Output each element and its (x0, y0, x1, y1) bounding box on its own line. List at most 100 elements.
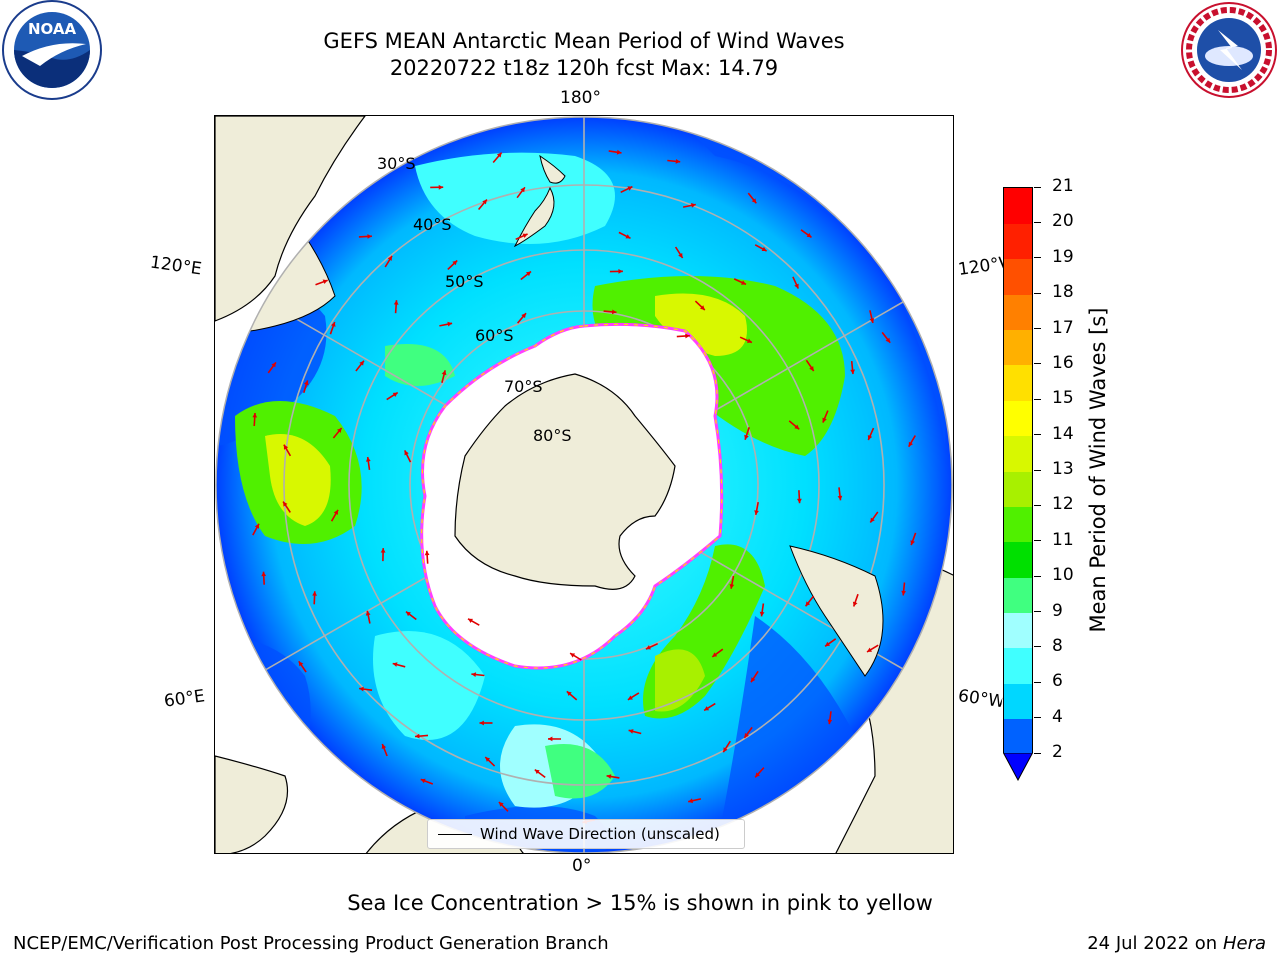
colorbar-tick-label: 10 (1052, 565, 1074, 586)
wave-direction-arrowhead (869, 318, 875, 323)
lat-label-80s: 80°S (533, 426, 572, 445)
colorbar-tick-label: 8 (1052, 635, 1063, 656)
wave-direction-arrowhead (685, 333, 690, 339)
wave-direction-arrowhead (312, 591, 317, 596)
wave-direction-arrowhead (688, 798, 693, 804)
wave-direction-arrowhead (627, 186, 633, 191)
wave-direction-arrowhead (741, 280, 746, 285)
lon-label-120e: 120°E (148, 252, 203, 280)
wave-direction-arrowhead (822, 417, 827, 423)
lat-label-60s: 60°S (475, 326, 514, 345)
wave-direction-arrowhead (809, 366, 814, 371)
colorbar-tick (1034, 221, 1041, 223)
colorbar-tick-label: 18 (1052, 282, 1074, 303)
wave-direction-arrowhead (628, 729, 634, 734)
wave-direction-arrowhead (333, 509, 338, 515)
colorbar-tick-label: 16 (1052, 352, 1074, 373)
colorbar-tick-label: 4 (1052, 706, 1063, 727)
colorbar-tick (1034, 363, 1041, 365)
lon-label-60w: 60°W (956, 686, 1004, 712)
wave-direction-arrowhead (611, 309, 617, 315)
wave-direction-arrowhead (283, 444, 289, 450)
wave-direction-arrowhead (751, 198, 757, 204)
colorbar-band (1004, 683, 1032, 720)
wave-direction-arrowhead (691, 203, 696, 208)
wave-direction-arrowhead (471, 672, 477, 677)
colorbar (1003, 187, 1033, 755)
wave-direction-arrowhead (805, 601, 811, 607)
colorbar-band (1004, 577, 1032, 613)
colorbar-band (1004, 647, 1032, 684)
wave-direction-arrowhead (618, 269, 623, 274)
wave-direction-arrowhead (381, 744, 387, 749)
wave-direction-arrowhead (387, 255, 392, 261)
colorbar-tick (1034, 504, 1041, 506)
colorbar-band (1004, 294, 1032, 330)
wave-direction-arrowhead (616, 149, 622, 155)
wave-direction-arrowhead (852, 601, 858, 607)
wave-direction-arrowhead (521, 313, 526, 319)
wave-direction-arrowhead (850, 369, 855, 375)
chart-title-line2: 20220722 t18z 120h fcst Max: 14.79 (389, 56, 779, 80)
wave-direction-arrowhead (747, 338, 752, 343)
wave-direction-arrowhead (392, 662, 398, 667)
footer-producer: NCEP/EMC/Verification Post Processing Pr… (13, 933, 609, 954)
wave-direction-arrowhead (754, 510, 759, 515)
map-legend: Wind Wave Direction (unscaled) (427, 819, 745, 849)
chart-title-line1: GEFS MEAN Antarctic Mean Period of Wind … (323, 29, 845, 53)
wave-direction-arrowhead (520, 187, 525, 193)
colorbar-tick (1034, 540, 1041, 542)
footer-date-text: 24 Jul 2022 on (1087, 933, 1223, 954)
colorbar-tick (1034, 328, 1041, 329)
polar-map: 30°S 40°S 50°S 60°S 70°S 80°S Wind Wave … (214, 115, 954, 854)
wave-direction-arrowhead (496, 152, 502, 158)
wave-direction-arrowhead (645, 645, 651, 650)
wave-direction-arrowhead (479, 720, 484, 726)
sea-ice-note: Sea Ice Concentration > 15% is shown in … (347, 891, 933, 915)
wave-direction-arrowhead (827, 719, 833, 725)
wave-direction-arrowhead (797, 498, 802, 504)
wave-direction-arrowhead (761, 246, 767, 251)
colorbar-tick-label: 12 (1052, 494, 1074, 515)
wave-direction-arrowhead (867, 435, 873, 440)
wave-direction-arrowhead (723, 747, 728, 753)
noaa-logo: NOAA (2, 0, 102, 100)
wave-direction-arrowhead (404, 450, 409, 456)
colorbar-band (1004, 188, 1032, 224)
wave-direction-arrowhead (729, 584, 735, 589)
wave-direction-arrowhead (304, 380, 309, 386)
wave-direction-arrowhead (522, 233, 528, 238)
wave-direction-arrowhead (406, 611, 411, 617)
wave-direction-arrowhead (337, 428, 342, 433)
wind-wave-arrows (252, 149, 917, 824)
wave-direction-arrowhead (867, 647, 872, 652)
colorbar-band (1004, 541, 1032, 578)
wave-direction-arrowhead (298, 661, 304, 667)
colorbar-tick (1034, 257, 1041, 259)
lon-label-0: 0° (572, 856, 592, 876)
colorbar-tick (1034, 681, 1041, 683)
wave-direction-arrowhead (570, 653, 576, 658)
wave-direction-arrowhead (424, 550, 430, 556)
colorbar-tick-label: 14 (1052, 423, 1074, 444)
colorbar-tick (1034, 469, 1041, 471)
colorbar-tick-label: 13 (1052, 459, 1074, 479)
colorbar-tick (1034, 292, 1041, 294)
wave-direction-arrowhead (392, 392, 398, 397)
wave-direction-arrowhead (380, 548, 386, 553)
wave-direction-arrowhead (837, 495, 843, 501)
national-weather-service-logo (1181, 2, 1277, 98)
colorbar-band (1004, 400, 1032, 437)
wave-direction-arrowhead (420, 778, 426, 784)
wave-direction-arrowhead (261, 571, 267, 577)
wave-direction-arrowhead (908, 441, 913, 447)
colorbar-label: Mean Period of Wind Waves [s] (1086, 307, 1110, 633)
colorbar-tick (1034, 398, 1041, 400)
colorbar-tick-label: 21 (1052, 176, 1074, 196)
wave-direction-arrowhead (482, 199, 487, 205)
ocean-field (216, 117, 952, 853)
wave-direction-arrowhead (755, 772, 760, 778)
footer-host: Hera (1222, 933, 1266, 954)
lat-label-30s: 30°S (377, 154, 416, 173)
wave-direction-arrowhead (627, 695, 633, 700)
